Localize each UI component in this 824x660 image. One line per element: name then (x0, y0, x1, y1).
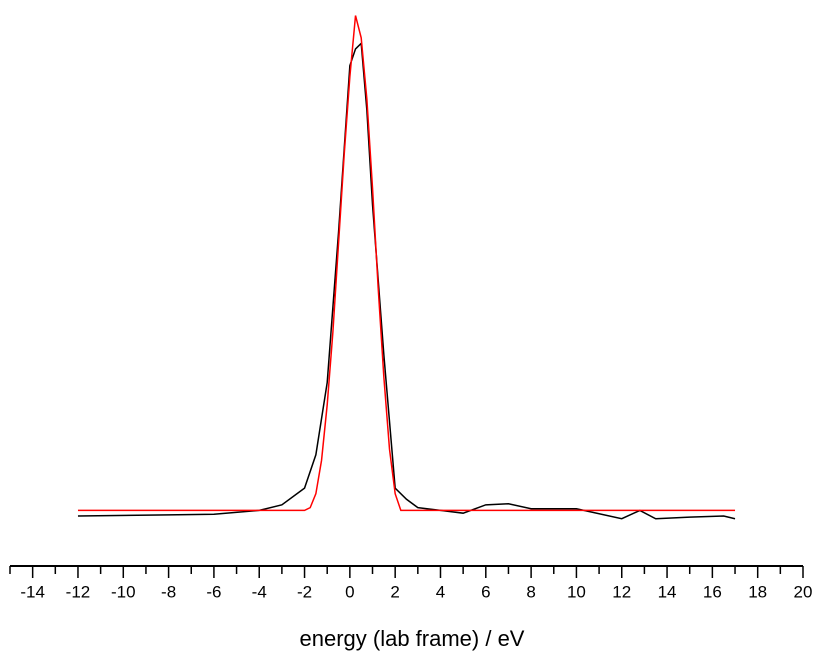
x-axis-label: energy (lab frame) / eV (300, 626, 525, 651)
x-tick-label: 16 (703, 582, 722, 601)
x-tick-label: -6 (206, 582, 221, 601)
x-tick-label: 0 (345, 582, 354, 601)
x-tick-label: -2 (297, 582, 312, 601)
x-tick-label: 4 (436, 582, 445, 601)
x-tick-label: 6 (481, 582, 490, 601)
data-line (77, 15, 736, 512)
x-tick-label: 18 (748, 582, 767, 601)
x-tick-label: -12 (66, 582, 91, 601)
x-tick-label: -10 (111, 582, 136, 601)
x-tick-label: -8 (161, 582, 176, 601)
x-tick-label: 10 (567, 582, 586, 601)
x-tick-label: 12 (612, 582, 631, 601)
x-tick-label: -14 (20, 582, 45, 601)
x-tick-label: -4 (252, 582, 267, 601)
x-tick-label: 20 (794, 582, 813, 601)
x-tick-label: 14 (658, 582, 677, 601)
data-line (77, 41, 736, 520)
x-tick-label: 8 (526, 582, 535, 601)
x-tick-label: 2 (390, 582, 399, 601)
